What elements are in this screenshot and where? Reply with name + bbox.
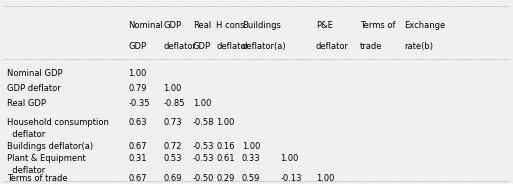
Text: 0.63: 0.63: [128, 118, 147, 127]
Text: deflator(a): deflator(a): [242, 43, 287, 51]
Text: -0.58: -0.58: [193, 118, 214, 127]
Text: 0.69: 0.69: [164, 174, 182, 183]
Text: 0.61: 0.61: [216, 154, 235, 163]
Text: 1.00: 1.00: [193, 99, 211, 108]
Text: 1.00: 1.00: [128, 69, 147, 78]
Text: -0.50: -0.50: [193, 174, 214, 183]
Text: 0.79: 0.79: [128, 84, 147, 93]
Text: Nominal GDP: Nominal GDP: [7, 69, 62, 78]
Text: 0.67: 0.67: [128, 174, 147, 183]
Text: Buildings deflator(a): Buildings deflator(a): [7, 142, 93, 151]
Text: Buildings: Buildings: [242, 21, 281, 30]
Text: deflator: deflator: [164, 43, 196, 51]
Text: deflator: deflator: [7, 166, 45, 175]
Text: -0.35: -0.35: [128, 99, 150, 108]
Text: P&E: P&E: [316, 21, 333, 30]
Text: GDP deflator: GDP deflator: [7, 84, 61, 93]
Text: 0.16: 0.16: [216, 142, 235, 151]
Text: 0.53: 0.53: [164, 154, 182, 163]
Text: 1.00: 1.00: [242, 142, 260, 151]
Text: 0.67: 0.67: [128, 142, 147, 151]
Text: GDP: GDP: [164, 21, 182, 30]
Text: Real: Real: [193, 21, 211, 30]
Text: -0.13: -0.13: [280, 174, 302, 183]
Text: Terms of: Terms of: [360, 21, 396, 30]
Text: deflator: deflator: [216, 43, 249, 51]
Text: 1.00: 1.00: [216, 118, 234, 127]
Text: 0.33: 0.33: [242, 154, 261, 163]
Text: -0.85: -0.85: [164, 99, 185, 108]
Text: deflator: deflator: [316, 43, 349, 51]
Text: 0.72: 0.72: [164, 142, 182, 151]
Text: Nominal: Nominal: [128, 21, 163, 30]
Text: 0.29: 0.29: [216, 174, 234, 183]
Text: 1.00: 1.00: [316, 174, 334, 183]
Text: GDP: GDP: [128, 43, 146, 51]
Text: trade: trade: [360, 43, 383, 51]
Text: GDP: GDP: [193, 43, 211, 51]
Text: deflator: deflator: [7, 130, 45, 139]
Text: Household consumption: Household consumption: [7, 118, 109, 127]
Text: Plant & Equipment: Plant & Equipment: [7, 154, 85, 163]
Text: Real GDP: Real GDP: [7, 99, 46, 108]
Text: 0.73: 0.73: [164, 118, 182, 127]
Text: 0.59: 0.59: [242, 174, 260, 183]
Text: -0.53: -0.53: [193, 154, 214, 163]
Text: Terms of trade: Terms of trade: [7, 174, 67, 183]
Text: Exchange: Exchange: [404, 21, 445, 30]
Text: -0.53: -0.53: [193, 142, 214, 151]
Text: rate(b): rate(b): [404, 43, 433, 51]
Text: 1.00: 1.00: [164, 84, 182, 93]
Text: H cons: H cons: [216, 21, 245, 30]
Text: 1.00: 1.00: [280, 154, 299, 163]
Text: 0.31: 0.31: [128, 154, 147, 163]
